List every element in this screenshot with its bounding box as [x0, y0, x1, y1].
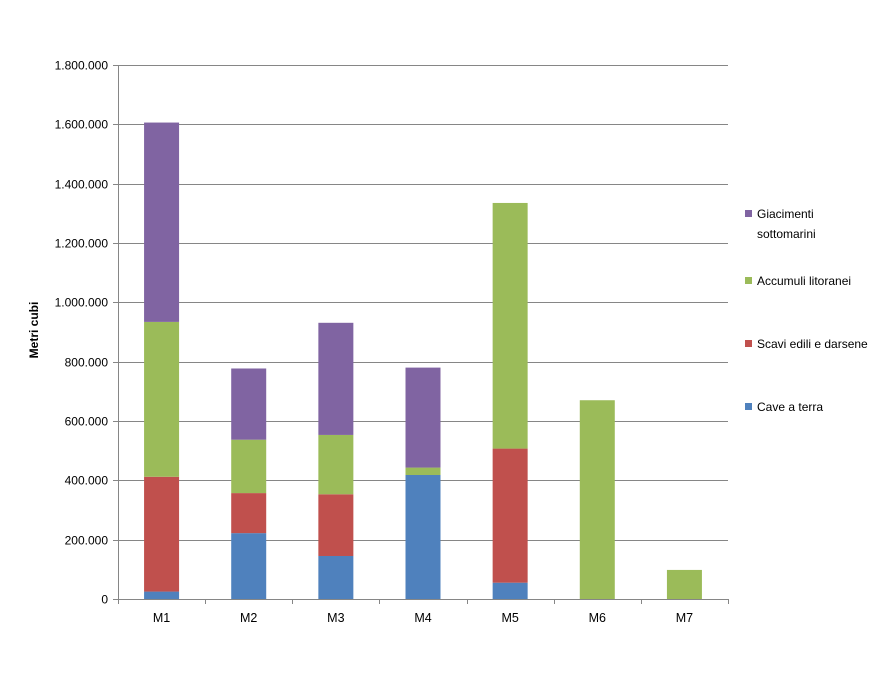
bar-segment [492, 582, 528, 599]
bar-segment [579, 400, 615, 599]
y-tick-label: 1.800.000 [55, 59, 109, 73]
bar-segment [231, 439, 267, 494]
y-tick-label: 0 [101, 593, 108, 607]
y-tick-label: 600.000 [65, 415, 109, 429]
bars [144, 122, 702, 599]
bar-segment [318, 555, 354, 599]
x-tick-labels: M1 M2 M3 M4 M5 M6 M7 [153, 611, 693, 625]
y-axis-title: Metri cubi [27, 302, 41, 359]
y-tick-label: 1.400.000 [55, 178, 109, 192]
bar-segment [144, 591, 180, 599]
x-tick-label: M3 [327, 611, 344, 625]
legend-swatch [745, 340, 752, 347]
legend-swatch [745, 403, 752, 410]
bar-segment [405, 367, 441, 468]
y-tick-labels: 0 200.000 400.000 600.000 800.000 1.000.000 1.… [55, 59, 109, 607]
bar-segment [231, 368, 267, 440]
y-tick-label: 1.000.000 [55, 296, 109, 310]
y-tick-label: 1.200.000 [55, 237, 109, 251]
bar-segment [492, 202, 528, 449]
bar-segment [318, 494, 354, 556]
x-tick-label: M1 [153, 611, 170, 625]
x-tick-label: M4 [414, 611, 431, 625]
x-tick-label: M7 [676, 611, 693, 625]
y-tick-label: 200.000 [65, 534, 109, 548]
bar-segment [492, 448, 528, 583]
axes [118, 65, 729, 604]
bar-segment [318, 322, 354, 435]
x-tick-label: M6 [589, 611, 606, 625]
bar-segment [318, 434, 354, 495]
y-tick-label: 400.000 [65, 474, 109, 488]
y-tick-label: 800.000 [65, 356, 109, 370]
x-tick-label: M2 [240, 611, 257, 625]
bar-segment [144, 321, 180, 477]
bar-segment [231, 533, 267, 599]
bar-segment [231, 493, 267, 534]
y-tick-label: 1.600.000 [55, 118, 109, 132]
bar-segment [405, 474, 441, 599]
x-tick-label: M5 [501, 611, 518, 625]
bar-segment [666, 569, 702, 599]
legend-label: Cave a terra [757, 400, 823, 414]
legend-label: Accumuli litoranei [757, 274, 851, 288]
legend-swatch [745, 277, 752, 284]
legend: Giacimenti sottomarini Accumuli litoranei S… [745, 207, 868, 414]
bar-segment [405, 467, 441, 475]
bar-segment [144, 122, 180, 322]
bar-segment [144, 476, 180, 592]
legend-label: Giacimenti [757, 207, 814, 221]
legend-label: Scavi edili e darsene [757, 337, 868, 351]
legend-label: sottomarini [757, 227, 816, 241]
legend-swatch [745, 210, 752, 217]
